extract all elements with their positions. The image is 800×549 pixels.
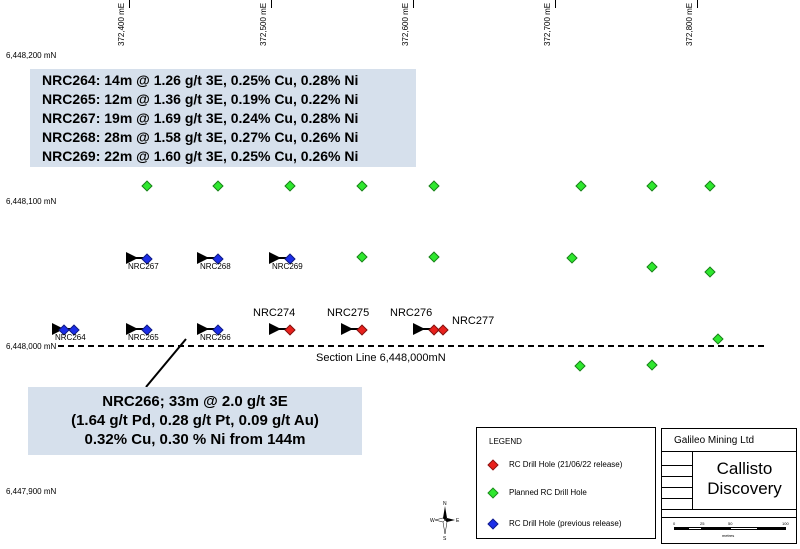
hole-label: NRC268 (200, 262, 231, 271)
northing-label: 6,448,000 mN (6, 342, 57, 351)
title-block: Galileo Mining Ltd Callisto Discovery 0 … (661, 428, 797, 544)
scale-label: 50 (728, 521, 733, 526)
callout-line: NRC266; 33m @ 2.0 g/t 3E (102, 393, 288, 410)
company-name: Galileo Mining Ltd (674, 435, 755, 446)
compass-w: W (430, 518, 435, 524)
blue-diamond-icon (487, 518, 499, 530)
divider (692, 451, 693, 509)
hole-label: NRC265 (128, 333, 159, 342)
callout-leader (145, 338, 187, 388)
scale-segment (688, 527, 702, 530)
hole-label: NRC264 (55, 333, 86, 342)
legend-label: RC Drill Hole (21/06/22 release) (509, 460, 623, 469)
legend-title: LEGEND (489, 437, 522, 446)
divider (662, 465, 692, 466)
intercept-summary-box: NRC264: 14m @ 1.26 g/t 3E, 0.25% Cu, 0.2… (30, 69, 416, 167)
nrc266-callout-box: NRC266; 33m @ 2.0 g/t 3E (1.64 g/t Pd, 0… (28, 387, 362, 455)
divider (662, 509, 796, 510)
summary-line: NRC264: 14m @ 1.26 g/t 3E, 0.25% Cu, 0.2… (42, 72, 359, 88)
compass-n: N (443, 501, 447, 507)
north-arrow-icon: N S W E (430, 501, 460, 540)
summary-line: NRC269: 22m @ 1.60 g/t 3E, 0.25% Cu, 0.2… (42, 148, 359, 164)
callout-line: 0.32% Cu, 0.30 % Ni from 144m (84, 431, 306, 448)
scale-label: 100 (782, 521, 789, 526)
easting-tick (129, 0, 130, 8)
compass-s: S (443, 536, 447, 540)
summary-line: NRC267: 19m @ 1.69 g/t 3E, 0.24% Cu, 0.2… (42, 110, 359, 126)
callout-line: (1.64 g/t Pd, 0.28 g/t Pt, 0.09 g/t Au) (71, 412, 319, 429)
divider (662, 476, 692, 477)
red-diamond-icon (487, 459, 499, 471)
easting-tick (697, 0, 698, 8)
divider (662, 487, 692, 488)
section-line-label: Section Line 6,448,000mN (316, 352, 446, 364)
summary-line: NRC265: 12m @ 1.36 g/t 3E, 0.19% Cu, 0.2… (42, 91, 359, 107)
map-legend: LEGEND RC Drill Hole (21/06/22 release) … (476, 427, 656, 539)
section-line (58, 345, 764, 347)
legend-label: RC Drill Hole (previous release) (509, 519, 622, 528)
scale-label: 0 (673, 521, 676, 526)
divider (662, 498, 692, 499)
summary-line: NRC268: 28m @ 1.58 g/t 3E, 0.27% Cu, 0.2… (42, 129, 359, 145)
divider (662, 517, 796, 518)
easting-tick (555, 0, 556, 8)
easting-tick (413, 0, 414, 8)
hole-label: NRC275 (327, 307, 370, 319)
scale-bar (674, 527, 786, 530)
northing-label: 6,447,900 mN (6, 487, 57, 496)
northing-label: 6,448,200 mN (6, 51, 57, 60)
scale-unit: metres (722, 533, 735, 538)
hole-label: NRC269 (272, 262, 303, 271)
green-diamond-icon (487, 487, 499, 499)
hole-label: NRC276 (390, 307, 433, 319)
northing-label: 6,448,100 mN (6, 197, 57, 206)
scale-label: 25 (700, 521, 705, 526)
hole-label: NRC267 (128, 262, 159, 271)
hole-label: NRC266 (200, 333, 231, 342)
map-title: Callisto Discovery (693, 459, 796, 499)
scale-segment (730, 527, 758, 530)
divider (662, 451, 796, 452)
hole-label: NRC274 (253, 307, 296, 319)
easting-tick (271, 0, 272, 8)
legend-label: Planned RC Drill Hole (509, 488, 587, 497)
map-title-line: Discovery (707, 479, 782, 498)
hole-label: NRC277 (452, 315, 495, 327)
compass-e: E (456, 518, 460, 524)
map-title-line: Callisto (716, 459, 773, 478)
